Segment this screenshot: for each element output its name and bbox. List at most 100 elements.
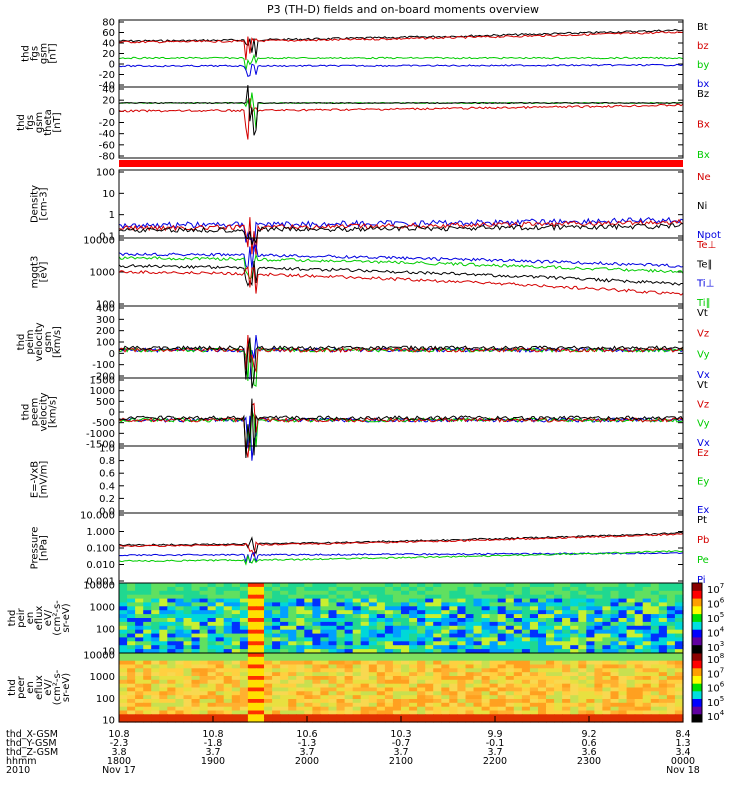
- spec-cell: [167, 718, 176, 723]
- spec-cell: [546, 714, 555, 719]
- spec-cell: [199, 614, 209, 619]
- spec-cell: [143, 598, 152, 604]
- spec-cell: [352, 676, 362, 681]
- spec-cell: [465, 633, 475, 639]
- spec-cell: [167, 683, 176, 689]
- spec-cell: [352, 594, 362, 600]
- spec-cell: [135, 695, 144, 700]
- spec-cell: [666, 614, 676, 619]
- spec-cell: [481, 718, 491, 723]
- ylabel-line: E=-VxB: [30, 461, 41, 498]
- spec-cell: [167, 614, 176, 619]
- spec-cell: [159, 679, 168, 685]
- spec-cell: [320, 586, 330, 592]
- spec-cell: [642, 586, 652, 592]
- spec-cell: [610, 610, 620, 615]
- spec-cell: [674, 706, 684, 712]
- spec-cell: [457, 649, 467, 654]
- spec-cell: [360, 702, 370, 708]
- spec-cell: [425, 691, 434, 696]
- spec-cell: [634, 653, 644, 658]
- spec-cell: [554, 629, 563, 635]
- spec-cell: [368, 586, 378, 592]
- spec-cell: [376, 610, 386, 615]
- spec-cell: [401, 672, 410, 677]
- legend-Vt: Vt: [697, 308, 708, 319]
- spec-cell: [199, 586, 209, 592]
- spec-cell: [231, 602, 241, 607]
- trace-Ti-perp: [118, 243, 684, 270]
- spec-cell: [167, 583, 176, 588]
- colorbar-base: 10: [707, 614, 720, 625]
- spec-cell: [256, 629, 265, 635]
- colorbar-label: 106: [707, 681, 725, 695]
- spec-cell: [151, 710, 160, 715]
- spec-cell: [529, 618, 539, 623]
- spec-cell: [650, 602, 660, 607]
- spec-cell: [312, 649, 322, 654]
- spec-cell: [320, 660, 330, 666]
- spec-cell: [562, 598, 571, 604]
- spec-cell: [183, 706, 193, 712]
- spec-cell: [247, 602, 257, 607]
- spec-cell: [401, 683, 410, 689]
- spec-cell: [231, 664, 241, 669]
- xtick-X: 10.8: [202, 729, 223, 740]
- ytick-label: -1000: [86, 429, 115, 440]
- spec-cell: [602, 621, 612, 627]
- spec-cell: [465, 645, 475, 650]
- spec-cell: [280, 668, 289, 673]
- spec-cell: [642, 718, 652, 723]
- spec-cell: [465, 664, 475, 669]
- spec-cell: [425, 702, 434, 708]
- spec-cell: [264, 695, 273, 700]
- spec-cell: [441, 683, 450, 689]
- spec-cell: [602, 710, 612, 715]
- spec-cell: [264, 656, 273, 662]
- spec-cell: [199, 649, 209, 654]
- spec-cell: [384, 706, 394, 712]
- spec-cell: [505, 664, 515, 669]
- spec-cell: [521, 583, 531, 588]
- spec-cell: [489, 718, 499, 723]
- spec-cell: [207, 606, 217, 611]
- spec-cell: [159, 602, 168, 607]
- spec-cell: [376, 606, 386, 611]
- spec-cell: [513, 687, 523, 692]
- spec-cell: [239, 660, 249, 666]
- spec-cell: [167, 687, 176, 692]
- spec-cell: [272, 586, 281, 592]
- spec-cell: [352, 679, 362, 685]
- spec-cell: [384, 714, 394, 719]
- spec-cell: [513, 672, 523, 677]
- spec-cell: [143, 679, 152, 685]
- spec-cell: [191, 602, 201, 607]
- spec-cell: [127, 653, 136, 658]
- ytick-label: 0: [109, 408, 115, 419]
- spec-cell: [256, 618, 265, 623]
- spec-cell: [634, 656, 644, 662]
- spec-cell: [328, 610, 338, 615]
- ytick-label: 300: [96, 315, 115, 326]
- spec-cell: [521, 702, 531, 708]
- spec-cell: [167, 699, 176, 704]
- spec-cell: [336, 714, 346, 719]
- spec-cell: [159, 637, 168, 642]
- spec-cell: [360, 610, 370, 615]
- spec-cell: [159, 598, 168, 604]
- spec-cell: [288, 614, 297, 619]
- spec-cell: [666, 633, 676, 639]
- spec-cell: [256, 706, 265, 712]
- spec-cell: [320, 683, 330, 689]
- spec-cell: [151, 641, 160, 646]
- spec-cell: [328, 641, 338, 646]
- spec-cell: [352, 625, 362, 631]
- spec-cell: [392, 590, 402, 596]
- ylabel-line: gsm: [34, 112, 45, 133]
- panel-peer-spec: thdpeerenefluxeV/(cm²-s-sr-eV)1000010001…: [7, 651, 725, 727]
- spec-cell: [610, 660, 620, 666]
- spec-cell: [642, 702, 652, 708]
- spec-cell: [215, 629, 225, 635]
- spec-cell: [239, 699, 249, 704]
- spec-cell: [465, 594, 475, 600]
